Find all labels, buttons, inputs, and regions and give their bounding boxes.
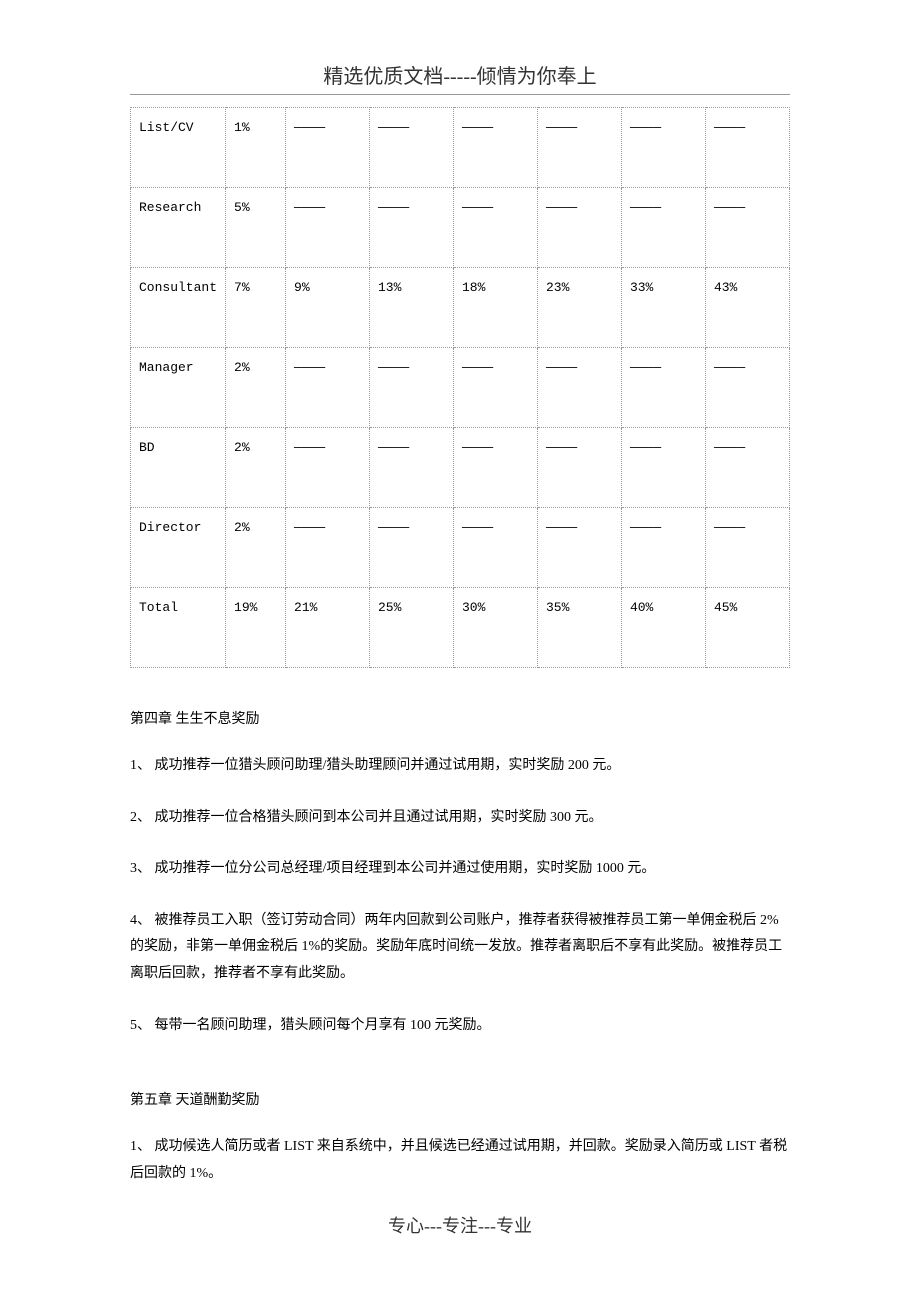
table-cell: 35%	[537, 588, 621, 668]
table-cell: ————	[453, 508, 537, 588]
table-cell: ————	[286, 188, 370, 268]
table-cell: ————	[286, 428, 370, 508]
table-cell: 2%	[226, 508, 286, 588]
table-cell: Manager	[131, 348, 226, 428]
chapter4-item: 5、 每带一名顾问助理，猎头顾问每个月享有 100 元奖励。	[130, 1013, 790, 1040]
table-cell: 5%	[226, 188, 286, 268]
table-cell: Total	[131, 588, 226, 668]
table-row: Director 2% ———— ———— ———— ———— ———— ———…	[131, 508, 790, 588]
table-cell: Director	[131, 508, 226, 588]
page-footer: 专心---专注---专业	[130, 1212, 790, 1238]
table-cell: ————	[286, 348, 370, 428]
table-cell: ————	[537, 508, 621, 588]
table-cell: ————	[621, 508, 705, 588]
table-cell: ————	[453, 188, 537, 268]
table-cell: ————	[453, 348, 537, 428]
table-cell: ————	[286, 108, 370, 188]
table-cell: ————	[705, 428, 789, 508]
table-cell: ————	[621, 428, 705, 508]
table-cell: ————	[370, 188, 454, 268]
document-page: 精选优质文档-----倾情为你奉上 List/CV 1% ———— ———— —…	[0, 0, 920, 1278]
page-header: 精选优质文档-----倾情为你奉上	[130, 60, 790, 89]
table-cell: 30%	[453, 588, 537, 668]
table-cell: ————	[705, 108, 789, 188]
table-cell: 2%	[226, 348, 286, 428]
table-cell: 40%	[621, 588, 705, 668]
chapter5-title: 第五章 天道酬勤奖励	[130, 1089, 790, 1109]
table-cell: BD	[131, 428, 226, 508]
chapter4-item: 1、 成功推荐一位猎头顾问助理/猎头助理顾问并通过试用期，实时奖励 200 元。	[130, 753, 790, 780]
table-cell: 45%	[705, 588, 789, 668]
table-row: Total 19% 21% 25% 30% 35% 40% 45%	[131, 588, 790, 668]
table-cell: 23%	[537, 268, 621, 348]
table-cell: 9%	[286, 268, 370, 348]
table-cell: 25%	[370, 588, 454, 668]
table-cell: 1%	[226, 108, 286, 188]
table-cell: 43%	[705, 268, 789, 348]
table-cell: 19%	[226, 588, 286, 668]
table-cell: ————	[621, 188, 705, 268]
table-cell: 21%	[286, 588, 370, 668]
table-cell: ————	[537, 348, 621, 428]
table-cell: ————	[621, 348, 705, 428]
table-cell: ————	[537, 108, 621, 188]
table-cell: ————	[370, 348, 454, 428]
table-cell: ————	[621, 108, 705, 188]
chapter4-title: 第四章 生生不息奖励	[130, 708, 790, 728]
table-cell: ————	[705, 508, 789, 588]
table-cell: ————	[705, 348, 789, 428]
table-row: Consultant 7% 9% 13% 18% 23% 33% 43%	[131, 268, 790, 348]
table-cell: 2%	[226, 428, 286, 508]
table-cell: ————	[370, 508, 454, 588]
percentage-table: List/CV 1% ———— ———— ———— ———— ———— ————…	[130, 107, 790, 668]
table-row: List/CV 1% ———— ———— ———— ———— ———— ————	[131, 108, 790, 188]
table-cell: ————	[453, 428, 537, 508]
table-cell: ————	[537, 188, 621, 268]
chapter4-item: 3、 成功推荐一位分公司总经理/项目经理到本公司并通过使用期，实时奖励 1000…	[130, 856, 790, 883]
table-cell: List/CV	[131, 108, 226, 188]
table-cell: ————	[370, 428, 454, 508]
table-cell: 7%	[226, 268, 286, 348]
chapter4-item: 2、 成功推荐一位合格猎头顾问到本公司并且通过试用期，实时奖励 300 元。	[130, 805, 790, 832]
table-cell: ————	[286, 508, 370, 588]
table-cell: Research	[131, 188, 226, 268]
table-cell: ————	[370, 108, 454, 188]
table-body: List/CV 1% ———— ———— ———— ———— ———— ————…	[131, 108, 790, 668]
table-cell: 18%	[453, 268, 537, 348]
table-row: BD 2% ———— ———— ———— ———— ———— ————	[131, 428, 790, 508]
table-row: Research 5% ———— ———— ———— ———— ———— ———…	[131, 188, 790, 268]
chapter4-item: 4、 被推荐员工入职（签订劳动合同）两年内回款到公司账户，推荐者获得被推荐员工第…	[130, 908, 790, 988]
table-row: Manager 2% ———— ———— ———— ———— ———— ————	[131, 348, 790, 428]
table-cell: 13%	[370, 268, 454, 348]
table-cell: ————	[537, 428, 621, 508]
table-cell: ————	[705, 188, 789, 268]
header-divider	[130, 94, 790, 95]
table-cell: 33%	[621, 268, 705, 348]
table-cell: Consultant	[131, 268, 226, 348]
table-cell: ————	[453, 108, 537, 188]
chapter5-item: 1、 成功候选人简历或者 LIST 来自系统中，并且候选已经通过试用期，并回款。…	[130, 1134, 790, 1187]
